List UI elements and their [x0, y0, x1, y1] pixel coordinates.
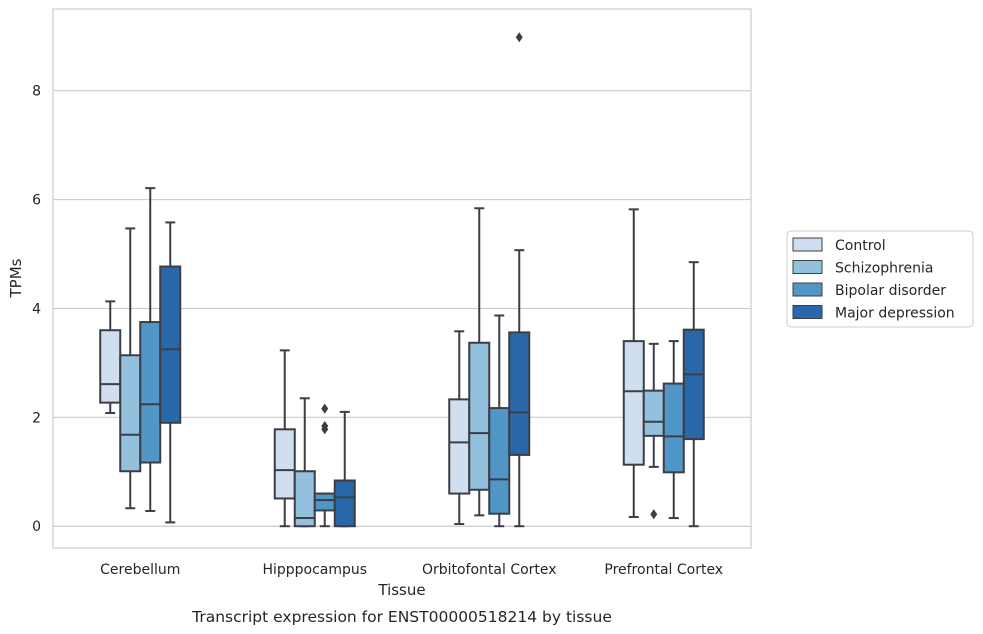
iqr-box — [682, 328, 705, 441]
legend-swatch — [792, 282, 823, 297]
legend-items: Control Schizophrenia Bipolar disorder Majo… — [792, 237, 955, 322]
legend-label: Major depression — [835, 306, 955, 322]
legend-swatch — [792, 260, 823, 274]
y-axis-title: TPMs — [7, 258, 25, 298]
box-schizophrenia — [293, 397, 316, 528]
outlier-point — [650, 509, 658, 520]
x-tick-label: Hipppocampus — [262, 562, 367, 578]
box-bipolar-disorder — [313, 403, 336, 528]
iqr-box — [273, 428, 296, 500]
iqr-box — [642, 389, 665, 437]
box-control — [99, 300, 122, 414]
y-tick-label: 0 — [32, 519, 41, 535]
iqr-box — [662, 382, 685, 474]
x-axis-title: Tissue — [377, 581, 425, 599]
box-control — [622, 208, 645, 518]
iqr-box — [139, 321, 162, 464]
box-major-depression — [508, 32, 531, 528]
x-tick-label: Prefrontal Cortex — [604, 562, 723, 578]
legend-frame — [786, 230, 974, 328]
chart-caption: Transcript expression for ENST0000051821… — [191, 608, 612, 626]
box-schizophrenia — [642, 342, 665, 520]
x-tick-label: Orbitofontal Cortex — [422, 562, 557, 578]
iqr-box — [159, 265, 182, 424]
x-tick-label: Cerebellum — [100, 562, 180, 578]
outlier-point — [321, 403, 329, 414]
legend-label: Schizophrenia — [835, 261, 933, 277]
box-major-depression — [333, 410, 356, 528]
y-tick-label: 6 — [32, 193, 41, 209]
iqr-box — [488, 407, 511, 515]
box-bipolar-disorder — [488, 314, 511, 528]
y-tick-labels: 0 2 4 6 8 — [32, 84, 41, 536]
y-tick-label: 4 — [32, 301, 41, 317]
box-bipolar-disorder — [139, 187, 162, 512]
box-schizophrenia — [468, 207, 491, 517]
box-layer — [99, 32, 705, 528]
box-major-depression — [682, 261, 705, 528]
box-schizophrenia — [119, 227, 142, 510]
legend: Control Schizophrenia Bipolar disorder Majo… — [786, 230, 974, 328]
iqr-box — [468, 341, 491, 491]
box-bipolar-disorder — [662, 340, 685, 520]
outlier-point — [321, 421, 329, 432]
plot-frame — [52, 8, 752, 549]
iqr-box — [333, 479, 356, 528]
legend-label: Control — [835, 238, 886, 254]
box-major-depression — [159, 221, 182, 524]
legend-swatch — [792, 237, 823, 252]
y-tick-label: 8 — [32, 84, 41, 100]
iqr-box — [622, 340, 645, 466]
box-control — [273, 349, 296, 528]
iqr-box — [313, 492, 336, 512]
iqr-box — [99, 329, 122, 404]
box-control — [448, 330, 471, 526]
iqr-box — [448, 398, 471, 495]
iqr-box — [119, 354, 142, 473]
legend-swatch — [792, 305, 823, 319]
legend-label: Bipolar disorder — [835, 283, 946, 299]
outlier-point — [515, 32, 523, 43]
x-tick-labels: Cerebellum Hipppocampus Orbitofontal Corte… — [100, 562, 723, 578]
iqr-box — [508, 331, 531, 456]
y-tick-label: 2 — [32, 410, 41, 426]
